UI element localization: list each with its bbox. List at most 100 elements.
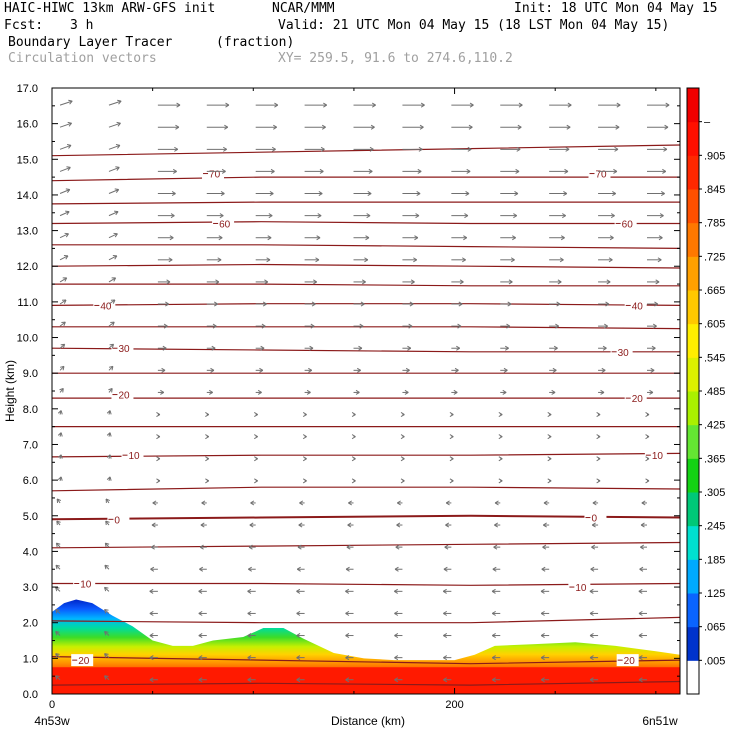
vector-head (369, 146, 374, 152)
colorbar-swatch (687, 189, 699, 224)
colorbar-swatch (687, 88, 699, 123)
contour-label: 20 (624, 656, 636, 667)
vector-head (345, 633, 350, 639)
vector-head (639, 566, 644, 572)
vector-head (296, 588, 301, 594)
vector-head (662, 168, 667, 174)
vector-head (323, 102, 328, 108)
vector-head (417, 168, 422, 174)
vector-shaft (59, 321, 66, 327)
vector-head (503, 367, 508, 373)
vector-head (199, 544, 204, 550)
vector-head (467, 146, 472, 152)
vector-head (645, 434, 650, 440)
vector-head (604, 323, 608, 329)
vector-head (345, 655, 350, 661)
vector-head (225, 102, 230, 108)
vector-head (397, 500, 401, 506)
x-axis-title: Distance (km) (331, 714, 405, 728)
vector-head (55, 564, 60, 570)
vector-head (108, 387, 113, 393)
vector-head (310, 323, 315, 329)
vector-head (555, 323, 560, 329)
vector-head (218, 235, 223, 241)
vector-head (60, 343, 66, 349)
vector-head (498, 456, 503, 462)
vector-head (449, 434, 454, 440)
vector-head (404, 389, 409, 395)
vector-head (205, 412, 210, 418)
vector-head (614, 146, 619, 152)
vector-head (508, 279, 513, 285)
contour-label: 20 (632, 394, 644, 405)
vector-shaft (59, 299, 67, 305)
vector-head (104, 653, 109, 658)
vector-head (66, 144, 72, 149)
vector-head (198, 655, 203, 661)
vector-head (400, 434, 405, 440)
vector-head (608, 257, 613, 263)
vector-shaft (108, 122, 121, 128)
colorbar-swatch (687, 121, 699, 156)
vector-head (296, 655, 301, 661)
vector-head (168, 257, 173, 263)
vector-head (563, 191, 568, 197)
vector-head (262, 301, 267, 307)
vector-head (66, 166, 71, 171)
vector-shaft (59, 189, 70, 194)
contour-label: 10 (575, 583, 587, 594)
vector-head (273, 124, 277, 130)
vector-head (62, 299, 67, 304)
vector-head (559, 257, 564, 263)
vector-head (613, 168, 618, 174)
vector-shaft (59, 166, 71, 172)
x-left-location: 4n53w (34, 714, 70, 728)
vector-head (589, 655, 594, 661)
vector-head (638, 655, 643, 661)
vector-head (308, 367, 313, 373)
y-tick-label: 13.0 (17, 226, 38, 238)
y-tick-label: 17.0 (17, 83, 38, 95)
vector-head (468, 124, 473, 130)
vector-head (114, 210, 119, 216)
vector-head (302, 456, 307, 462)
vector-head (248, 566, 252, 572)
vector-head (516, 146, 521, 152)
vector-head (640, 544, 645, 550)
vector-head (68, 99, 73, 105)
vector-head (596, 434, 601, 440)
vector-head (494, 500, 499, 506)
vector-head (596, 478, 601, 484)
contour-label: 10 (80, 579, 92, 590)
vector-head (351, 478, 356, 484)
vector-head (198, 588, 203, 594)
vector-head (547, 456, 552, 462)
vector-head (247, 655, 252, 661)
vector-shaft (108, 277, 116, 283)
vector-head (551, 389, 556, 395)
vector-head (491, 677, 496, 683)
vector-head (156, 434, 161, 440)
colorbar-swatch (687, 660, 699, 695)
vector-head (359, 323, 364, 329)
vector-head (198, 633, 203, 639)
vector-head (409, 301, 414, 307)
contour-label-bg (568, 581, 591, 594)
vector-head (442, 588, 447, 594)
contour-label-bg (584, 511, 607, 524)
contour-label: 20 (118, 391, 130, 402)
vector-head (296, 633, 301, 639)
vector-head (547, 434, 552, 440)
vector-head (498, 434, 503, 440)
vector-head (513, 213, 518, 219)
contour-line (52, 201, 680, 205)
contour-label: 60 (622, 219, 634, 230)
vector-shaft (108, 100, 122, 106)
vector-head (105, 520, 110, 526)
contour-line (52, 486, 680, 492)
y-tick-label: 9.0 (23, 368, 38, 380)
vector-head (364, 257, 369, 263)
vector-head (420, 102, 425, 108)
contour-label-bg (644, 449, 667, 462)
